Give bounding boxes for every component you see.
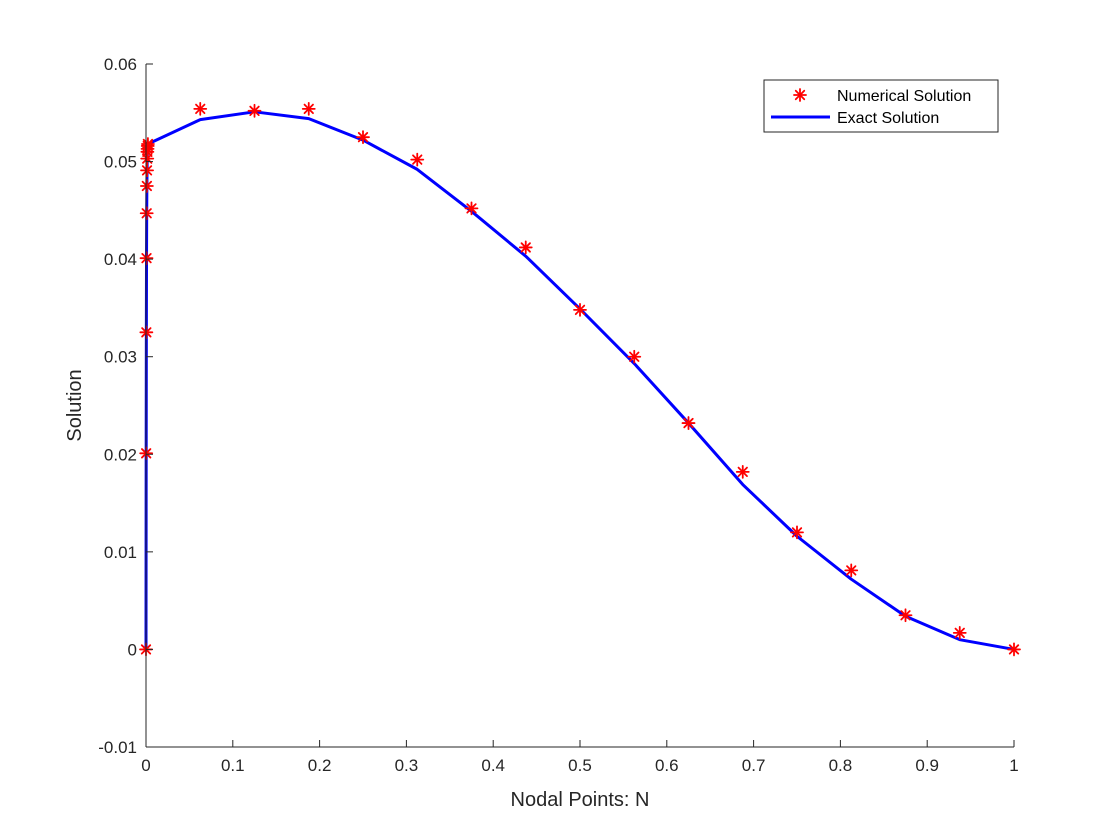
y-tick-label: 0 bbox=[128, 640, 137, 659]
data-point-numerical bbox=[627, 349, 642, 364]
x-tick-label: 1 bbox=[1009, 756, 1018, 775]
y-axis: -0.01 0 0.01 0.02 0.03 0.04 0.05 0.06 bbox=[98, 55, 153, 757]
data-point-numerical bbox=[844, 563, 859, 578]
data-point-numerical bbox=[573, 302, 587, 317]
x-tick-label: 0.7 bbox=[742, 756, 766, 775]
series-line-exact bbox=[144, 110, 1015, 651]
data-point-numerical bbox=[735, 464, 750, 479]
data-point-numerical bbox=[140, 163, 154, 178]
legend-label-exact: Exact Solution bbox=[837, 110, 939, 127]
y-tick-label: 0.04 bbox=[104, 250, 137, 269]
data-point-numerical bbox=[141, 137, 155, 151]
data-point-numerical bbox=[356, 130, 370, 145]
x-axis-label: Nodal Points: N bbox=[511, 789, 650, 811]
y-tick-label: -0.01 bbox=[98, 738, 137, 757]
y-tick-label: 0.02 bbox=[104, 445, 137, 464]
legend-box bbox=[763, 79, 999, 133]
data-point-numerical bbox=[301, 101, 316, 116]
y-tick-label: 0.03 bbox=[104, 348, 137, 367]
x-tick-label: 0.2 bbox=[308, 756, 332, 775]
data-point-numerical bbox=[681, 416, 696, 430]
data-point-numerical bbox=[193, 101, 208, 116]
data-point-numerical bbox=[1007, 642, 1021, 657]
legend-label-numerical: Numerical Solution bbox=[837, 88, 971, 105]
x-axis: 0 0.1 0.2 0.3 0.4 0.5 0.6 0.7 0.8 0.9 1 bbox=[141, 740, 1019, 775]
x-tick-label: 0.9 bbox=[915, 756, 939, 775]
data-point-numerical bbox=[790, 525, 804, 540]
x-tick-label: 0.3 bbox=[395, 756, 419, 775]
data-point-numerical bbox=[464, 201, 479, 216]
data-point-numerical bbox=[139, 206, 154, 221]
legend-marker-asterisk bbox=[793, 88, 807, 102]
y-tick-label: 0.06 bbox=[104, 55, 137, 74]
y-axis-label: Solution bbox=[64, 369, 86, 441]
legend: Numerical Solution Exact Solution bbox=[763, 79, 999, 133]
y-tick-label: 0.05 bbox=[104, 153, 137, 172]
x-tick-label: 0.8 bbox=[829, 756, 853, 775]
x-tick-label: 0.4 bbox=[481, 756, 505, 775]
data-point-numerical bbox=[898, 608, 913, 623]
x-tick-label: 0.5 bbox=[568, 756, 592, 775]
data-point-numerical bbox=[139, 251, 154, 266]
x-tick-label: 0.1 bbox=[221, 756, 245, 775]
y-tick-label: 0.01 bbox=[104, 543, 137, 562]
data-point-numerical bbox=[518, 240, 533, 255]
legend-item-numerical: Numerical Solution bbox=[793, 88, 971, 105]
legend-item-exact: Exact Solution bbox=[771, 110, 939, 127]
x-tick-label: 0.6 bbox=[655, 756, 679, 775]
data-point-numerical bbox=[410, 152, 425, 167]
data-point-numerical bbox=[139, 179, 154, 193]
data-point-numerical bbox=[952, 625, 967, 640]
data-point-numerical bbox=[247, 103, 262, 118]
x-tick-label: 0 bbox=[141, 756, 150, 775]
legend-marker-numerical bbox=[793, 88, 807, 102]
